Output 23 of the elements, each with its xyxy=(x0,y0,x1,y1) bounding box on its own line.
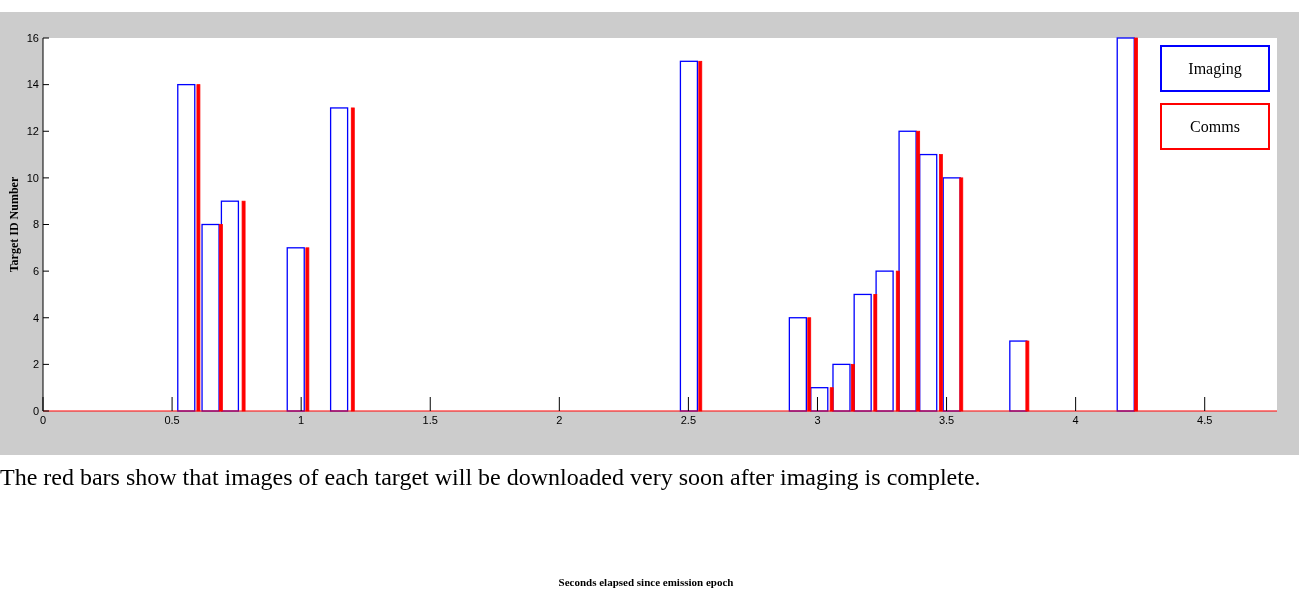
y-tick-label: 10 xyxy=(26,171,39,184)
y-tick-label: 8 xyxy=(32,218,39,231)
x-tick-label: 3 xyxy=(814,414,821,426)
y-tick-label: 2 xyxy=(32,358,39,371)
x-tick-label: 1.5 xyxy=(422,414,438,426)
y-axis-title: Target ID Number xyxy=(7,176,21,273)
text: The red bars show that images of each target will be downloaded very soon after imaging is complete. xyxy=(0,463,982,492)
y-tick-label: 6 xyxy=(32,264,39,277)
x-tick-label: 2.5 xyxy=(680,414,697,426)
text: Seconds elapsed since emission epoch xyxy=(558,576,734,588)
y-tick-label: 14 xyxy=(26,78,39,91)
y-tick-label: 4 xyxy=(32,311,39,324)
x-tick-label: 3.5 xyxy=(938,414,955,426)
y-tick-label: 0 xyxy=(32,404,39,417)
x-tick-label: 2 xyxy=(556,414,563,426)
x-tick-label: 4 xyxy=(1072,414,1079,426)
x-tick-label: 1 xyxy=(298,414,305,426)
x-tick-label: 4.5 xyxy=(1197,414,1213,426)
text: Imaging xyxy=(1188,60,1242,78)
text: Comms xyxy=(1190,118,1240,135)
y-tick-label: 16 xyxy=(26,31,39,44)
y-tick-label: 12 xyxy=(26,125,39,138)
x-tick-label: 0.5 xyxy=(164,414,180,426)
